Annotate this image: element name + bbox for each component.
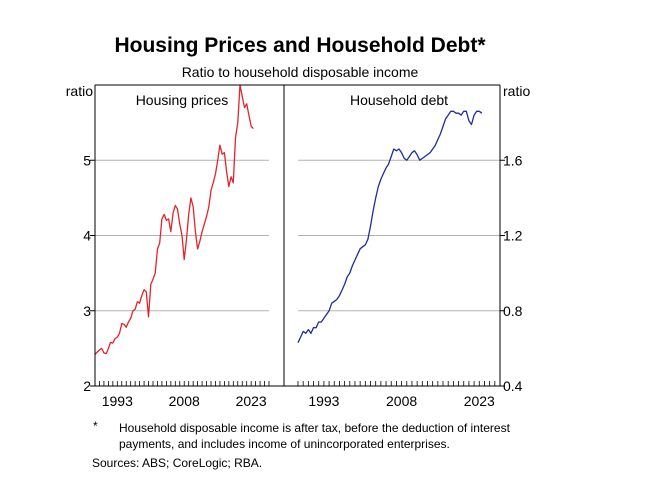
footnote-text: Household disposable income is after tax…	[119, 421, 510, 451]
x-tick-label-debt: 1993	[308, 393, 339, 409]
chart-subtitle: Ratio to household disposable income	[181, 64, 419, 80]
y-tick-label-left: 4	[83, 228, 91, 244]
x-tick-label-housing: 2008	[169, 393, 200, 409]
series-line-housing	[94, 84, 254, 355]
y-tick-label-left: 3	[83, 303, 91, 319]
panel-title-housing: Housing prices	[136, 92, 229, 108]
y-tick-label-left: 5	[83, 152, 91, 168]
x-tick-label-debt: 2008	[386, 393, 417, 409]
y-tick-label-left: 2	[83, 378, 91, 394]
panel-title-debt: Household debt	[350, 92, 448, 108]
sources-note: Sources: ABS; CoreLogic; RBA.	[92, 456, 263, 470]
x-tick-label-housing: 2023	[236, 393, 267, 409]
x-tick-label-debt: 2023	[464, 393, 495, 409]
chart-title: Housing Prices and Household Debt*	[114, 34, 486, 57]
series-line-debt	[297, 110, 483, 343]
y-tick-label-right: 1.6	[503, 152, 523, 168]
y-axis-label-left: ratio	[66, 83, 93, 99]
x-tick-label-housing: 1993	[102, 393, 133, 409]
y-tick-label-right: 0.4	[503, 378, 523, 394]
y-axis-label-right: ratio	[503, 83, 530, 99]
footnote-mark: *	[93, 419, 98, 433]
y-tick-label-right: 0.8	[503, 303, 523, 319]
y-tick-label-right: 1.2	[503, 228, 523, 244]
